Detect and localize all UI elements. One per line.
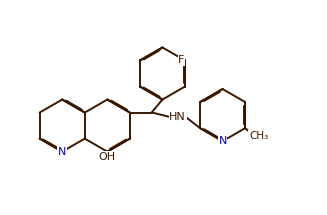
Text: F: F	[178, 55, 184, 65]
Text: N: N	[218, 136, 227, 146]
Text: OH: OH	[99, 152, 116, 162]
Text: CH₃: CH₃	[249, 131, 268, 141]
Text: HN: HN	[169, 112, 186, 122]
Text: N: N	[58, 147, 66, 157]
